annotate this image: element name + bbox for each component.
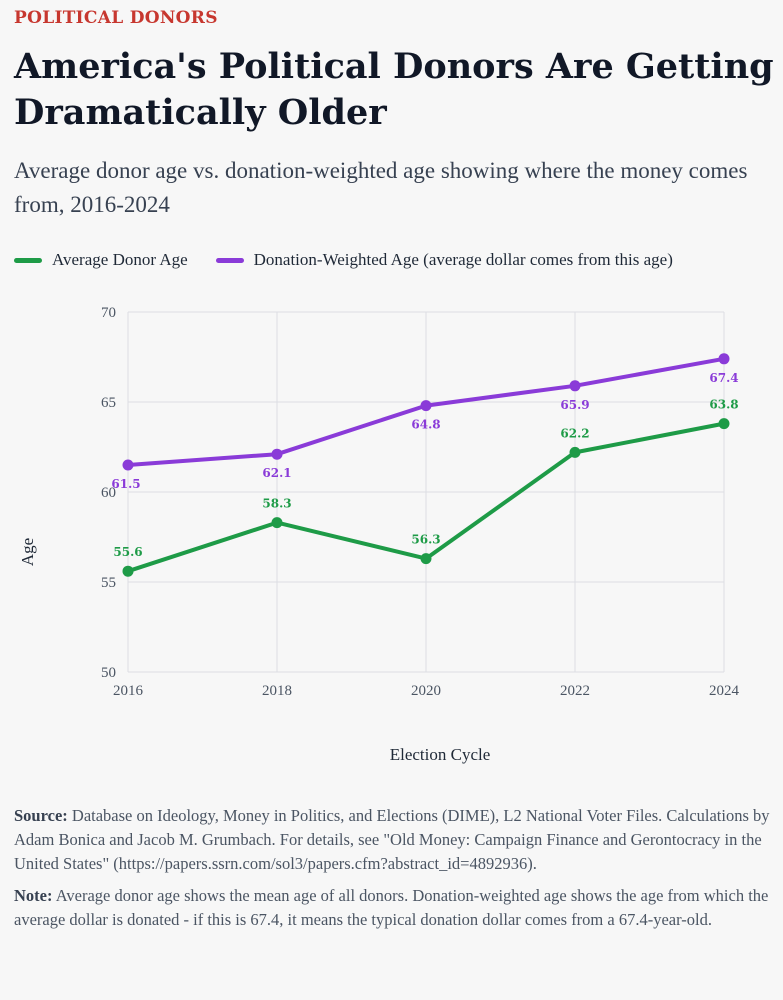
data-point[interactable]	[122, 565, 134, 577]
data-point[interactable]	[718, 418, 730, 430]
data-point[interactable]	[420, 400, 432, 412]
y-tick-label: 70	[101, 305, 116, 321]
data-point[interactable]	[271, 517, 283, 529]
y-tick-label: 50	[101, 665, 116, 681]
x-tick-label: 2022	[560, 683, 590, 699]
legend-item-donation-weighted-age[interactable]: Donation-Weighted Age (average dollar co…	[215, 250, 673, 270]
x-tick-label: 2020	[411, 683, 441, 699]
data-point[interactable]	[569, 380, 581, 392]
data-point[interactable]	[271, 448, 283, 460]
page-title: America's Political Donors Are Getting D…	[14, 46, 774, 133]
x-tick-label: 2018	[262, 683, 292, 699]
y-tick-label: 55	[101, 575, 116, 591]
data-point[interactable]	[420, 553, 432, 565]
axis-layer: 50 55 60 65 70 2016 2018 2020 2022 2024	[101, 305, 740, 699]
note-label: Note:	[14, 886, 53, 905]
method-note: Note: Average donor age shows the mean a…	[14, 884, 774, 932]
data-label: 56.3	[411, 533, 440, 547]
data-label: 55.6	[113, 545, 142, 559]
data-label: 64.8	[411, 418, 440, 432]
grid-layer	[127, 311, 725, 673]
series-layer	[122, 353, 730, 577]
footnotes: Source: Database on Ideology, Money in P…	[14, 804, 774, 940]
x-tick-label: 2016	[113, 683, 144, 699]
x-tick-label: 2024	[709, 683, 740, 699]
x-axis-title: Election Cycle	[390, 745, 491, 764]
legend-label-donation-weighted-age: Donation-Weighted Age (average dollar co…	[253, 250, 673, 269]
data-label: 65.9	[560, 398, 589, 412]
chart-legend: Average Donor Age Donation-Weighted Age …	[14, 250, 673, 270]
data-label: 63.8	[709, 398, 738, 412]
section-kicker: POLITICAL DONORS	[14, 8, 218, 28]
legend-item-average-donor-age[interactable]: Average Donor Age	[14, 250, 188, 270]
y-tick-label: 65	[101, 395, 116, 411]
source-label: Source:	[14, 806, 68, 825]
y-axis-title: Age	[18, 538, 37, 566]
data-point[interactable]	[569, 446, 581, 458]
data-label: 62.1	[262, 466, 291, 480]
legend-swatch-green	[14, 257, 42, 263]
data-label: 62.2	[560, 426, 589, 440]
legend-label-average-donor-age: Average Donor Age	[52, 250, 188, 269]
note-text: Average donor age shows the mean age of …	[14, 886, 769, 929]
data-label: 61.5	[111, 477, 140, 491]
data-label: 67.4	[709, 371, 738, 385]
legend-swatch-purple	[215, 257, 244, 263]
data-point[interactable]	[122, 459, 134, 471]
source-text: Database on Ideology, Money in Politics,…	[14, 806, 770, 873]
data-point[interactable]	[718, 353, 730, 365]
data-label: 58.3	[262, 497, 291, 511]
source-note: Source: Database on Ideology, Money in P…	[14, 804, 774, 876]
y-tick-label: 60	[101, 485, 116, 501]
data-label-layer: 55.6 58.3 56.3 62.2 63.8 61.5 62.1 64.8 65.9 67.4	[111, 371, 738, 559]
page-subtitle: Average donor age vs. donation-weighted …	[14, 158, 748, 217]
